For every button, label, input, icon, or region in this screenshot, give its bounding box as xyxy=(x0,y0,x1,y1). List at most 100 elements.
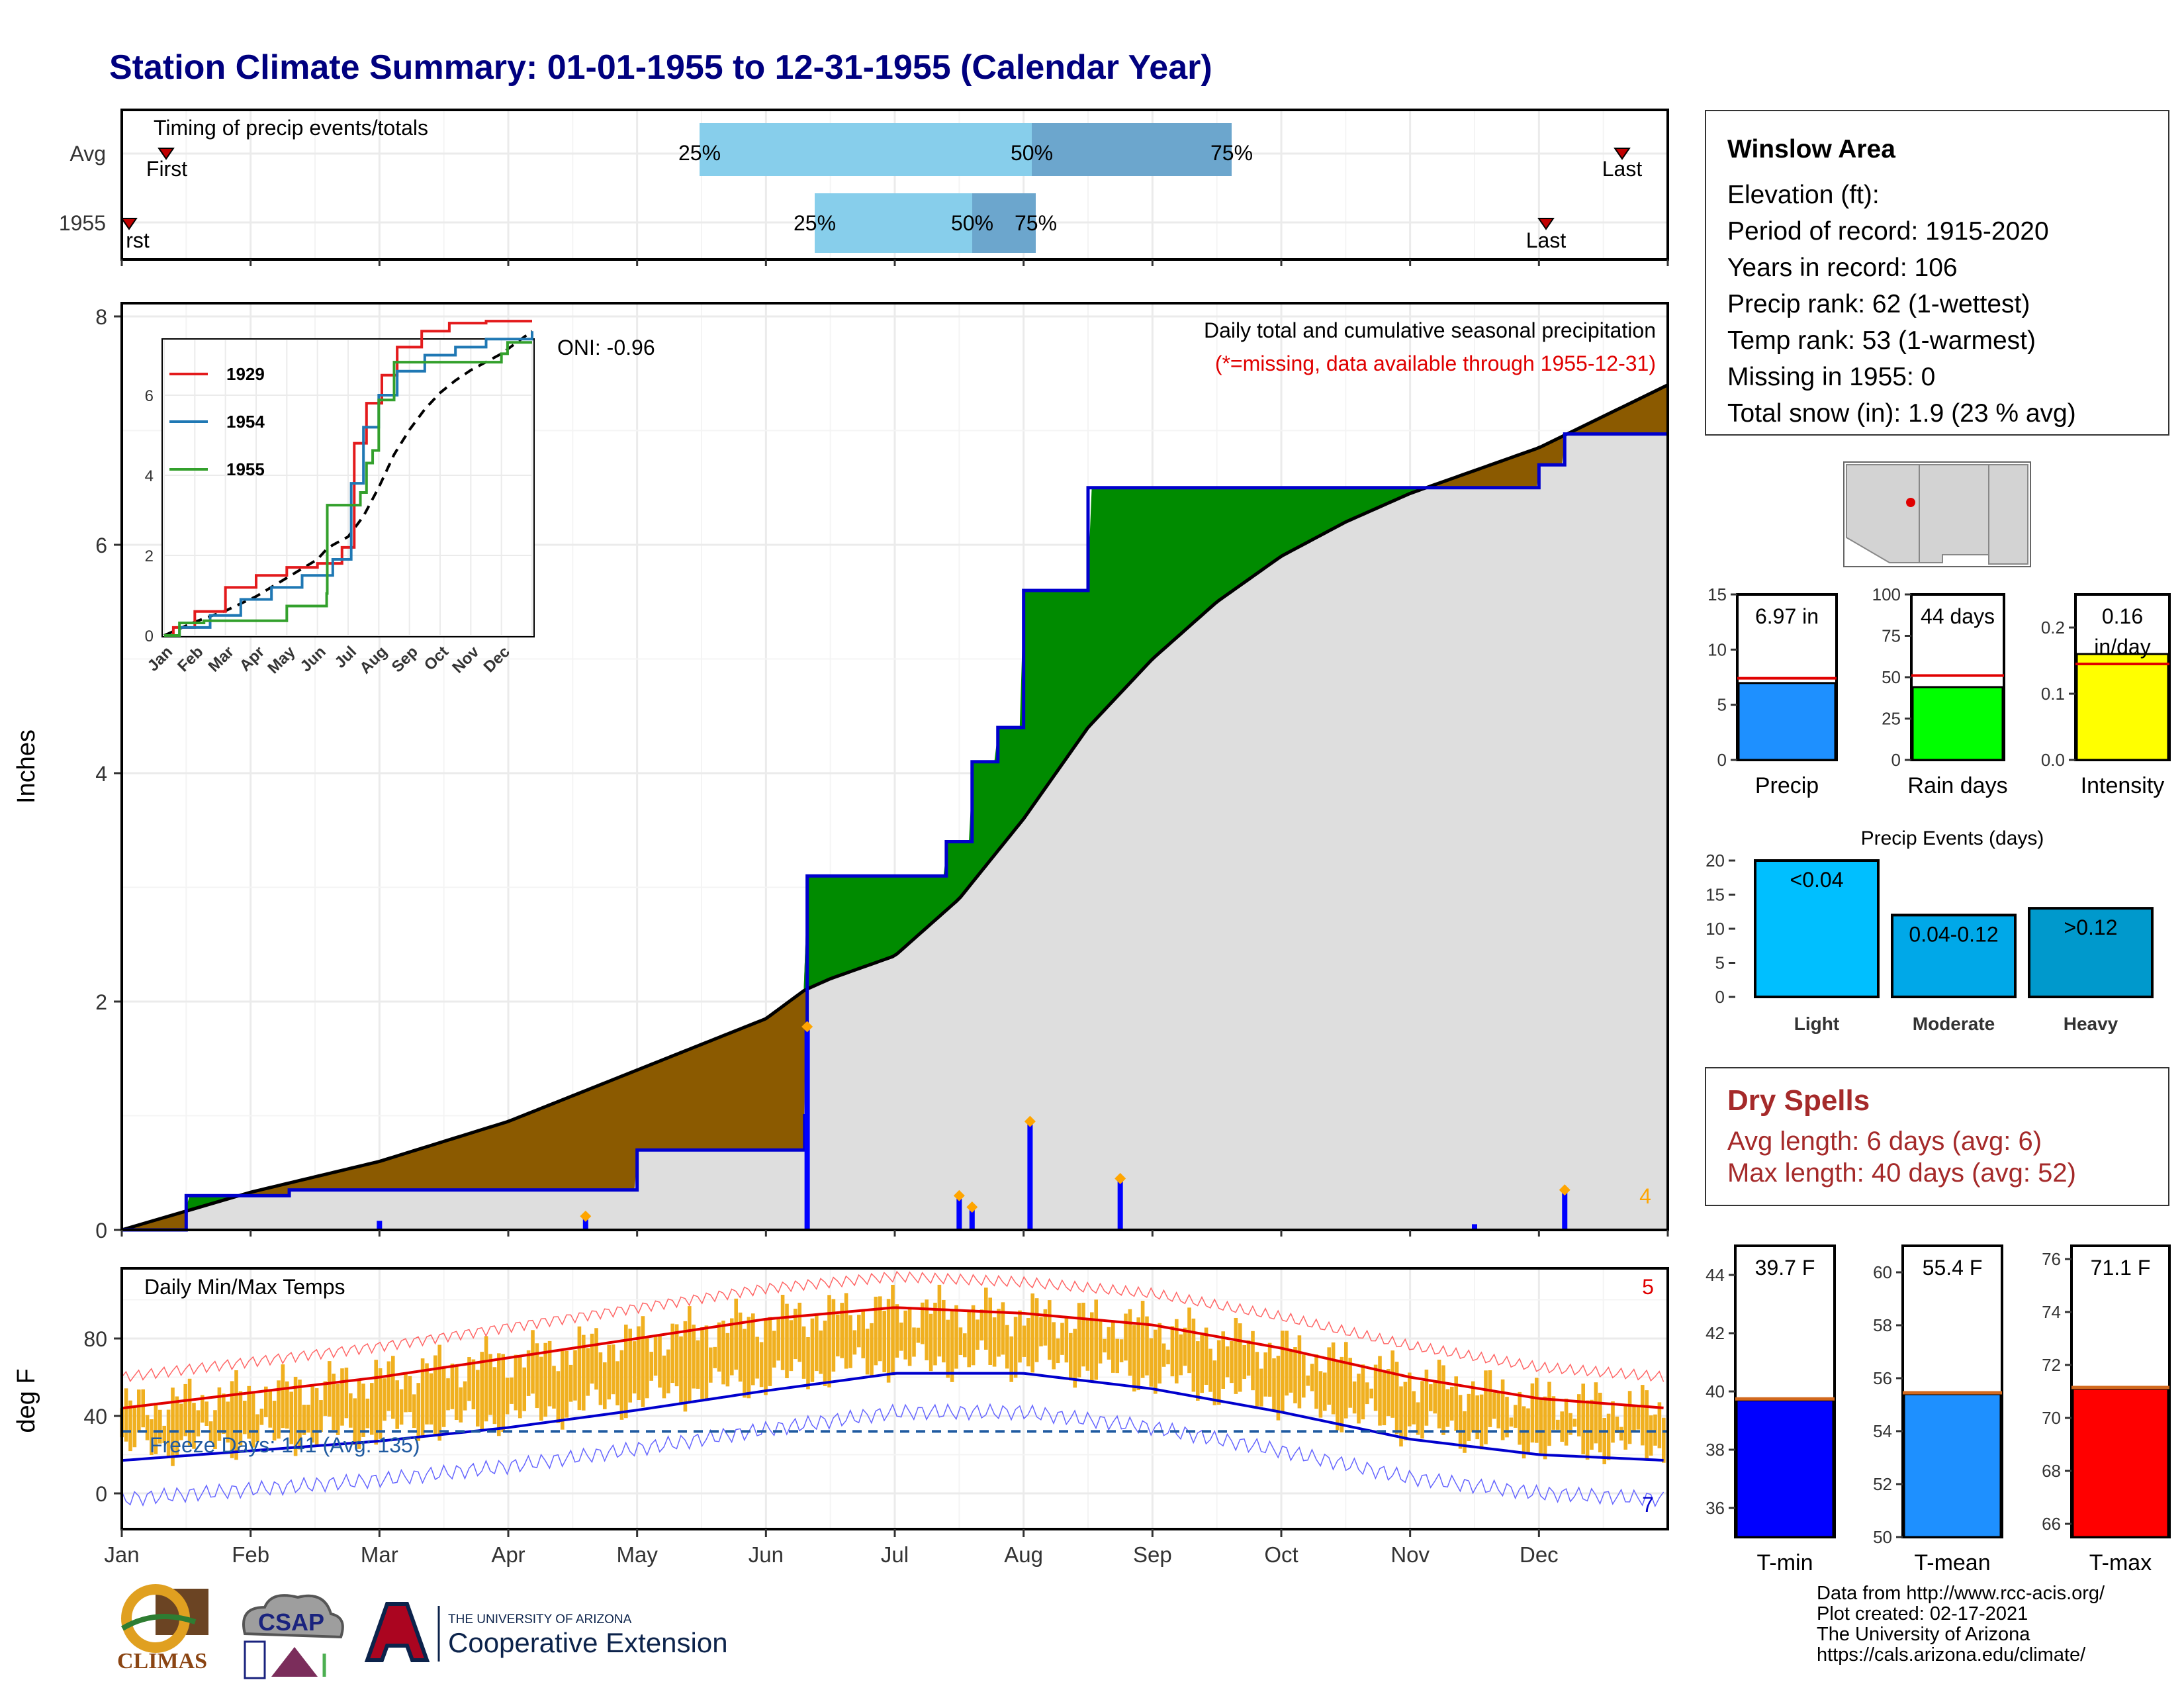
daily-temp-bar xyxy=(637,1326,641,1401)
precip-panel: 0 2 4 6 8 Inches Daily total and cumulative … xyxy=(13,302,1669,1243)
events-bar xyxy=(1754,859,1880,998)
daily-temp-bar xyxy=(497,1353,501,1436)
daily-temp-bar xyxy=(150,1419,154,1456)
daily-temp-bar xyxy=(510,1377,514,1404)
events-bar-label: 0.04-0.12 xyxy=(1909,922,1998,946)
daily-temp-bar xyxy=(1018,1310,1022,1363)
daily-temp-bar xyxy=(162,1425,166,1443)
daily-temp-bar xyxy=(488,1354,492,1415)
daily-temp-bar xyxy=(725,1333,730,1387)
location-map xyxy=(1843,461,2031,567)
daily-temp-bar xyxy=(132,1407,137,1448)
daily-precip-marker xyxy=(801,1021,813,1033)
daily-temp-bar xyxy=(1615,1416,1619,1434)
daily-temp-bar xyxy=(154,1403,158,1454)
daily-temp-bar xyxy=(797,1302,801,1362)
timing-title: Timing of precip events/totals xyxy=(154,116,428,140)
temp-bar-tick-label: 40 xyxy=(1706,1382,1725,1401)
daily-temp-bar xyxy=(607,1344,611,1400)
daily-temp-bar xyxy=(840,1303,844,1358)
daily-temp-bar xyxy=(1645,1390,1649,1459)
daily-temp-bar xyxy=(603,1362,607,1409)
daily-temp-bar xyxy=(679,1336,683,1403)
map-state-east xyxy=(1988,464,2028,565)
daily-temp-bar xyxy=(1488,1370,1492,1427)
daily-temp-bar xyxy=(1636,1405,1641,1430)
avg-max-line xyxy=(121,1306,1664,1410)
csap-logo: CSAP xyxy=(242,1594,344,1679)
daily-temp-bar xyxy=(1318,1371,1323,1418)
daily-temp-bar xyxy=(573,1350,577,1401)
daily-temp-bar xyxy=(1471,1381,1475,1432)
daily-temp-bar xyxy=(526,1350,531,1396)
daily-temp-bar xyxy=(704,1325,709,1399)
mini-bar-tick-label: 0 xyxy=(1891,750,1901,770)
daily-temp-bar xyxy=(1479,1394,1484,1450)
temp-y-tick-label: 80 xyxy=(83,1327,107,1351)
daily-temp-bar xyxy=(1424,1369,1429,1426)
timing-year-p75-label: 75% xyxy=(1015,211,1057,235)
daily-temp-bar xyxy=(734,1298,738,1370)
temp-bar-tick-label: 44 xyxy=(1706,1265,1725,1285)
daily-temp-bar xyxy=(1420,1381,1424,1439)
daily-temp-bar xyxy=(1496,1391,1500,1429)
daily-temp-bar xyxy=(946,1319,950,1378)
inset-legend-1929: 1929 xyxy=(226,364,265,384)
temp-y-axis: 0 40 80 xyxy=(83,1327,122,1506)
daily-temp-bar xyxy=(590,1333,594,1384)
climas-text: CLIMAS xyxy=(117,1649,207,1673)
daily-temp-bar xyxy=(857,1315,861,1348)
daily-temp-bar xyxy=(137,1389,141,1432)
mini-bar-value-label: 6.97 in xyxy=(1755,604,1819,628)
daily-temp-bar xyxy=(293,1376,298,1456)
precip-title: Daily total and cumulative seasonal prec… xyxy=(1204,318,1656,342)
daily-temp-bar xyxy=(1441,1365,1445,1435)
daily-temp-bar xyxy=(801,1326,806,1379)
temp-bar-name: T-max xyxy=(2089,1550,2152,1575)
daily-temp-bar xyxy=(1208,1348,1212,1392)
month-tick-label: Aug xyxy=(1004,1542,1043,1567)
daily-temp-bar xyxy=(1331,1342,1336,1415)
station-missing: Missing in 1955: 0 xyxy=(1727,363,1936,391)
daily-temp-bar xyxy=(1627,1391,1632,1444)
daily-temp-bar xyxy=(1136,1317,1140,1391)
daily-temp-bar xyxy=(1403,1382,1408,1440)
timing-year-p50-label: 50% xyxy=(951,211,993,235)
daily-temp-bar xyxy=(310,1384,314,1443)
daily-temp-bar xyxy=(1212,1360,1217,1405)
precip-y-tick-label: 0 xyxy=(95,1219,107,1243)
daily-precip-marker xyxy=(966,1201,978,1213)
daily-temp-bar xyxy=(340,1368,344,1426)
climas-logo: CLIMAS xyxy=(117,1584,208,1673)
month-tick-label: May xyxy=(616,1542,658,1567)
timing-year-last-marker xyxy=(1537,218,1555,230)
daily-temp-bar xyxy=(522,1367,526,1411)
timing-year-box-25-50 xyxy=(815,193,972,253)
daily-temp-bar xyxy=(1132,1325,1136,1392)
mini-bar-value-label: 0.16 xyxy=(2102,604,2143,628)
daily-temp-bar xyxy=(751,1313,755,1385)
daily-temp-bar xyxy=(929,1313,933,1372)
daily-temp-bar xyxy=(1251,1331,1255,1391)
daily-temp-bar xyxy=(921,1302,925,1344)
events-tick-label: 5 xyxy=(1715,953,1725,973)
mini-bar-tick-label: 75 xyxy=(1882,626,1901,646)
daily-temp-bar xyxy=(747,1317,751,1399)
month-tick-label: Jul xyxy=(881,1542,909,1567)
daily-temp-bar xyxy=(1327,1347,1331,1405)
mini-bar-tick-label: 100 xyxy=(1872,585,1901,604)
daily-temp-bar xyxy=(1009,1336,1013,1382)
daily-temp-bar xyxy=(827,1295,831,1387)
daily-temp-bar xyxy=(988,1297,992,1365)
precip-y-axis: 0 2 4 6 8 xyxy=(95,305,122,1243)
daily-temp-bar xyxy=(535,1343,539,1409)
daily-temp-bar xyxy=(1052,1322,1056,1370)
daily-temp-bar xyxy=(1073,1329,1077,1388)
daily-temp-bar xyxy=(1514,1405,1518,1428)
daily-temp-bar xyxy=(700,1327,704,1399)
daily-temp-bar xyxy=(1085,1320,1090,1371)
daily-temp-bar xyxy=(954,1305,958,1369)
month-tick-label: Jan xyxy=(104,1542,139,1567)
ua-line2: Cooperative Extension xyxy=(448,1627,728,1658)
